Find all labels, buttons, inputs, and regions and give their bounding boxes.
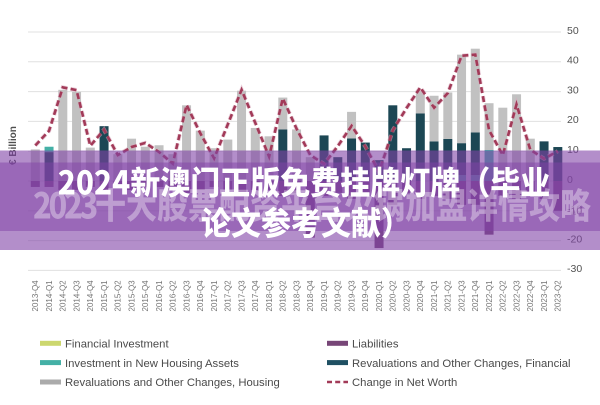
svg-text:Financial Investment: Financial Investment <box>65 339 169 351</box>
svg-text:2019-Q3: 2019-Q3 <box>347 280 356 312</box>
svg-text:40: 40 <box>567 55 579 67</box>
svg-text:Change in Net Worth: Change in Net Worth <box>352 377 457 389</box>
svg-text:2020-Q2: 2020-Q2 <box>389 280 398 312</box>
svg-text:Revaluations and Other Changes: Revaluations and Other Changes, Financia… <box>352 358 571 370</box>
svg-text:2018-Q3: 2018-Q3 <box>292 280 301 312</box>
svg-text:50: 50 <box>567 25 579 37</box>
svg-text:2021-Q1: 2021-Q1 <box>430 280 439 312</box>
svg-text:2016-Q2: 2016-Q2 <box>169 280 178 312</box>
svg-text:2018-Q2: 2018-Q2 <box>279 280 288 312</box>
svg-text:20: 20 <box>567 114 579 126</box>
svg-text:2017-Q3: 2017-Q3 <box>237 280 246 312</box>
svg-text:2020-Q4: 2020-Q4 <box>416 280 425 312</box>
svg-text:2016-Q3: 2016-Q3 <box>182 280 191 312</box>
svg-text:2015-Q1: 2015-Q1 <box>100 280 109 312</box>
svg-text:2017-Q2: 2017-Q2 <box>224 280 233 312</box>
svg-text:2018-Q4: 2018-Q4 <box>306 280 315 312</box>
svg-text:2022-Q4: 2022-Q4 <box>526 280 535 312</box>
svg-text:2014-Q3: 2014-Q3 <box>72 280 81 312</box>
svg-text:Liabilities: Liabilities <box>352 339 399 351</box>
svg-text:2017-Q1: 2017-Q1 <box>210 280 219 312</box>
svg-text:2019-Q4: 2019-Q4 <box>361 280 370 312</box>
svg-text:30: 30 <box>567 84 579 96</box>
svg-text:2016-Q1: 2016-Q1 <box>155 280 164 312</box>
svg-text:2018-Q1: 2018-Q1 <box>265 280 274 312</box>
svg-text:2020-Q1: 2020-Q1 <box>375 280 384 312</box>
svg-text:2014-Q4: 2014-Q4 <box>86 280 95 312</box>
svg-text:-30: -30 <box>567 263 582 275</box>
svg-text:2020-Q3: 2020-Q3 <box>402 280 411 312</box>
svg-text:2014-Q2: 2014-Q2 <box>59 280 68 312</box>
svg-text:2019-Q2: 2019-Q2 <box>334 280 343 312</box>
svg-text:2016-Q4: 2016-Q4 <box>196 280 205 312</box>
svg-text:10: 10 <box>567 144 579 156</box>
svg-text:Revaluations and Other Changes: Revaluations and Other Changes, Housing <box>65 377 280 389</box>
svg-text:Investment in New Housing Asse: Investment in New Housing Assets <box>65 358 239 370</box>
svg-text:2015-Q2: 2015-Q2 <box>114 280 123 312</box>
svg-text:2017-Q4: 2017-Q4 <box>251 280 260 312</box>
svg-text:2023-Q2: 2023-Q2 <box>554 280 563 312</box>
svg-text:2021-Q3: 2021-Q3 <box>457 280 466 312</box>
svg-text:2019-Q1: 2019-Q1 <box>320 280 329 312</box>
svg-text:€ Billion: € Billion <box>8 126 19 165</box>
svg-text:2022-Q1: 2022-Q1 <box>485 280 494 312</box>
svg-text:-10: -10 <box>567 206 582 218</box>
svg-text:2014-Q1: 2014-Q1 <box>45 280 54 312</box>
svg-text:2022-Q3: 2022-Q3 <box>512 280 521 312</box>
svg-text:2015-Q3: 2015-Q3 <box>127 280 136 312</box>
svg-text:2013-Q4: 2013-Q4 <box>31 280 40 312</box>
svg-text:2022-Q2: 2022-Q2 <box>499 280 508 312</box>
svg-text:2023-Q1: 2023-Q1 <box>540 280 549 312</box>
svg-text:2021-Q2: 2021-Q2 <box>444 280 453 312</box>
svg-text:2015-Q4: 2015-Q4 <box>141 280 150 312</box>
svg-text:2021-Q4: 2021-Q4 <box>471 280 480 312</box>
